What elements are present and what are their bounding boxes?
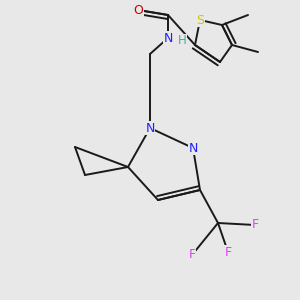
Text: O: O (133, 4, 143, 16)
Text: N: N (188, 142, 198, 154)
Text: N: N (163, 32, 173, 44)
Text: N: N (145, 122, 155, 134)
Text: F: F (224, 245, 232, 259)
Text: F: F (251, 218, 259, 232)
Text: S: S (196, 14, 204, 26)
Text: H: H (178, 34, 186, 47)
Text: F: F (188, 248, 196, 262)
